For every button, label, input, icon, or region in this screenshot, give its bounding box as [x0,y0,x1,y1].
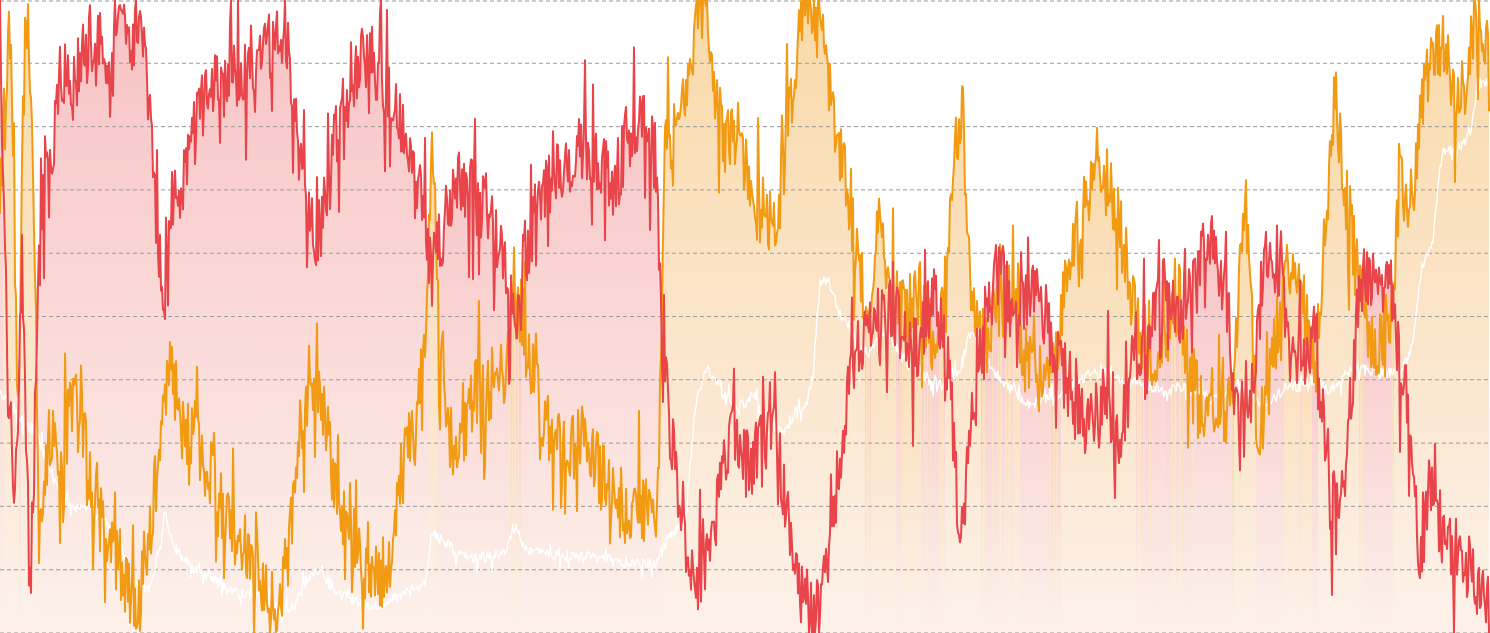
orange-area-fill [1174,258,1176,633]
orange-area-fill [1182,323,1183,633]
orange-area-fill [1163,259,1164,633]
red-area-fill [1393,283,1394,633]
red-area-fill [1142,327,1143,633]
red-area-fill [865,306,866,633]
orange-area-fill [927,281,928,633]
orange-area-fill [1392,282,1393,633]
red-area-fill [896,271,897,633]
orange-area-fill [21,4,37,633]
red-area-fill [1363,249,1392,633]
orange-area-fill [1284,245,1300,633]
orange-area-fill [512,293,513,633]
orange-area-fill [1232,373,1233,633]
orange-area-fill [1000,244,1002,633]
orange-area-fill [517,287,519,633]
orange-area-fill [998,247,999,633]
red-area-fill [901,280,902,633]
red-area-fill [1359,265,1360,633]
red-area-fill [1007,261,1008,633]
red-area-fill [1233,370,1234,633]
orange-area-fill [1171,280,1173,633]
red-area-fill [1011,225,1013,633]
orange-area-fill [1179,264,1181,633]
red-area-fill [516,302,517,633]
red-area-fill [519,279,521,633]
red-area-fill [513,247,514,633]
orange-area-fill [514,247,516,633]
orange-area-fill [900,282,901,633]
red-area-fill [437,118,509,633]
orange-area-fill [1008,265,1011,633]
orange-area-fill [992,285,993,633]
red-area-fill [928,281,930,633]
red-area-fill [898,282,900,633]
orange-area-fill [1360,265,1363,633]
red-area-fill [1146,353,1147,633]
red-area-fill [1151,240,1161,633]
red-area-fill [1136,312,1137,633]
red-area-fill [1173,280,1174,633]
red-area-fill [1193,216,1232,633]
orange-area-fill [1147,327,1148,633]
orange-area-fill [866,302,870,633]
red-area-fill [1148,300,1149,633]
orange-area-fill [1053,342,1055,633]
orange-area-fill [939,287,944,633]
orange-area-fill [1161,332,1162,633]
red-area-fill [870,302,871,633]
red-area-fill [999,244,1000,633]
red-area-fill [1176,264,1179,633]
orange-area-fill [897,271,898,633]
red-area-fill [993,245,998,633]
red-area-fill [981,361,982,633]
red-area-fill [511,275,512,633]
red-area-fill [1181,300,1182,633]
